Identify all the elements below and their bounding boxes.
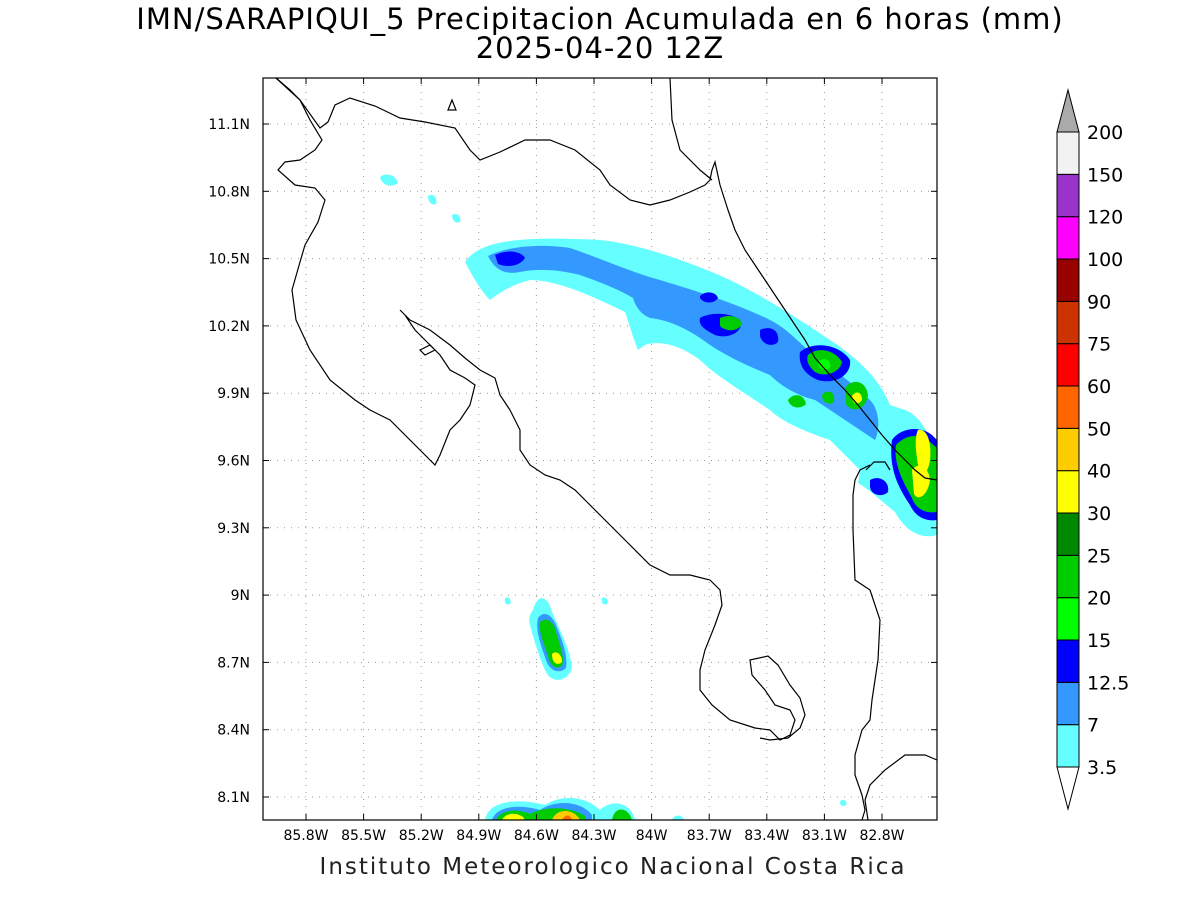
colorbar-swatch — [1056, 724, 1080, 768]
colorbar-label: 25 — [1087, 545, 1111, 567]
colorbar-label: 90 — [1087, 291, 1111, 313]
y-axis-ticks: 11.1N 10.8N 10.5N 10.2N 9.9N 9.6N 9.3N 9N 8.7N 8.… — [208, 117, 937, 806]
precip-7 — [488, 245, 879, 440]
map-frame — [262, 77, 938, 821]
border-panama — [852, 464, 881, 821]
precip-3p5 — [772, 402, 785, 414]
precip-3p5 — [601, 597, 608, 605]
precip-30 — [912, 465, 930, 498]
coastlines — [275, 77, 938, 821]
precip-3p5 — [504, 597, 511, 605]
colorbar-label: 20 — [1087, 588, 1111, 610]
colorbar-swatch — [1056, 131, 1080, 175]
precip-3p5 — [672, 815, 684, 820]
colorbar-label: 100 — [1087, 249, 1123, 271]
bocas-coast — [865, 461, 891, 471]
colorbar-label: 50 — [1087, 418, 1111, 440]
colorbar-swatch — [1056, 470, 1080, 514]
colorbar-swatch — [1056, 216, 1080, 260]
colorbar-label: 30 — [1087, 503, 1111, 525]
x-tick-label: 85.5W — [341, 828, 386, 844]
precip-30 — [502, 813, 524, 820]
colorbar-swatch — [1056, 427, 1080, 472]
y-tick-label: 10.2N — [208, 319, 250, 335]
y-tick-label: 8.7N — [217, 655, 250, 671]
colorbar-label: 3.5 — [1087, 757, 1117, 779]
colorbar-swatch — [1056, 258, 1080, 302]
institution-footer: Instituto Meteorologico Nacional Costa R… — [319, 854, 907, 880]
y-tick-label: 11.1N — [208, 117, 250, 133]
y-tick-label: 8.4N — [217, 723, 250, 739]
x-tick-label: 85.8W — [283, 828, 328, 844]
colorbar-label: 200 — [1087, 122, 1123, 144]
colorbar-label: 40 — [1087, 461, 1111, 483]
border-nicaragua — [669, 77, 713, 181]
coastline-north — [275, 77, 721, 206]
precip-12p5 — [870, 478, 889, 496]
x-tick-label: 83.7W — [687, 828, 732, 844]
x-tick-label: 84.9W — [456, 828, 501, 844]
precip-12p5 — [495, 251, 525, 266]
precip-3p5 — [380, 174, 398, 186]
precip-15 — [818, 359, 831, 370]
x-tick-label: 85.2W — [399, 828, 444, 844]
colorbar-label: 60 — [1087, 376, 1111, 398]
precip-30 — [552, 652, 562, 664]
precip-blob-south — [485, 798, 847, 820]
x-tick-label: 83.4W — [744, 828, 789, 844]
colorbar: 3.5 7 12.5 15 20 25 30 40 50 60 75 90 100 120 150 200 — [1056, 88, 1129, 811]
map-date: 2025-04-20 12Z — [475, 31, 725, 65]
precip-30 — [915, 429, 931, 474]
precip-12p5 — [700, 292, 718, 303]
y-tick-label: 9N — [231, 588, 250, 604]
colorbar-swatch — [1056, 300, 1080, 345]
lake-island — [447, 98, 457, 111]
x-tick-label: 84.3W — [571, 828, 616, 844]
colorbar-swatch — [1056, 173, 1080, 218]
x-tick-label: 84W — [636, 828, 668, 844]
colorbar-arrow-bottom — [1056, 766, 1080, 811]
coastline-panama-south — [864, 754, 938, 821]
y-tick-label: 9.6N — [217, 454, 250, 470]
colorbar-swatch — [1056, 554, 1080, 599]
precip-3p5 — [840, 799, 847, 806]
y-tick-label: 8.1N — [217, 790, 250, 806]
colorbar-label: 7 — [1087, 715, 1099, 737]
coastline-caribbean — [719, 184, 938, 481]
coastline-pacific — [275, 77, 806, 741]
colorbar-swatch — [1056, 597, 1080, 641]
x-tick-label: 82.8W — [859, 828, 904, 844]
precip-3p5 — [428, 194, 437, 205]
colorbar-label: 75 — [1087, 334, 1111, 356]
colorbar-swatch — [1056, 639, 1080, 683]
precip-50 — [562, 815, 572, 820]
colorbar-label: 120 — [1087, 207, 1123, 229]
island — [418, 344, 437, 356]
y-tick-label: 9.3N — [217, 521, 250, 537]
colorbar-label: 12.5 — [1087, 672, 1129, 694]
colorbar-label: 15 — [1087, 630, 1111, 652]
x-axis-ticks: 85.8W 85.5W 85.2W 84.9W 84.6W 84.3W 84W 83.7W 83… — [283, 78, 905, 844]
precip-blob-south-central — [504, 597, 608, 680]
colorbar-arrow-top — [1056, 88, 1080, 133]
precip-12p5 — [760, 328, 779, 345]
precip-20 — [720, 316, 742, 331]
colorbar-swatch — [1056, 343, 1080, 387]
colorbar-swatch — [1056, 385, 1080, 429]
x-tick-label: 84.6W — [514, 828, 559, 844]
colorbar-swatch — [1056, 512, 1080, 556]
precip-40 — [552, 811, 580, 820]
y-tick-label: 10.8N — [208, 184, 250, 200]
y-tick-label: 10.5N — [208, 252, 250, 268]
precip-20 — [612, 809, 632, 820]
x-tick-label: 83.1W — [802, 828, 847, 844]
colorbar-swatch — [1056, 681, 1080, 726]
map-title: IMN/SARAPIQUI_5 Precipitacion Acumulada … — [136, 2, 1064, 36]
colorbar-label: 150 — [1087, 164, 1123, 186]
precip-20 — [822, 391, 835, 404]
precip-20 — [788, 395, 806, 408]
precip-3p5 — [452, 213, 461, 223]
y-tick-label: 9.9N — [217, 386, 250, 402]
